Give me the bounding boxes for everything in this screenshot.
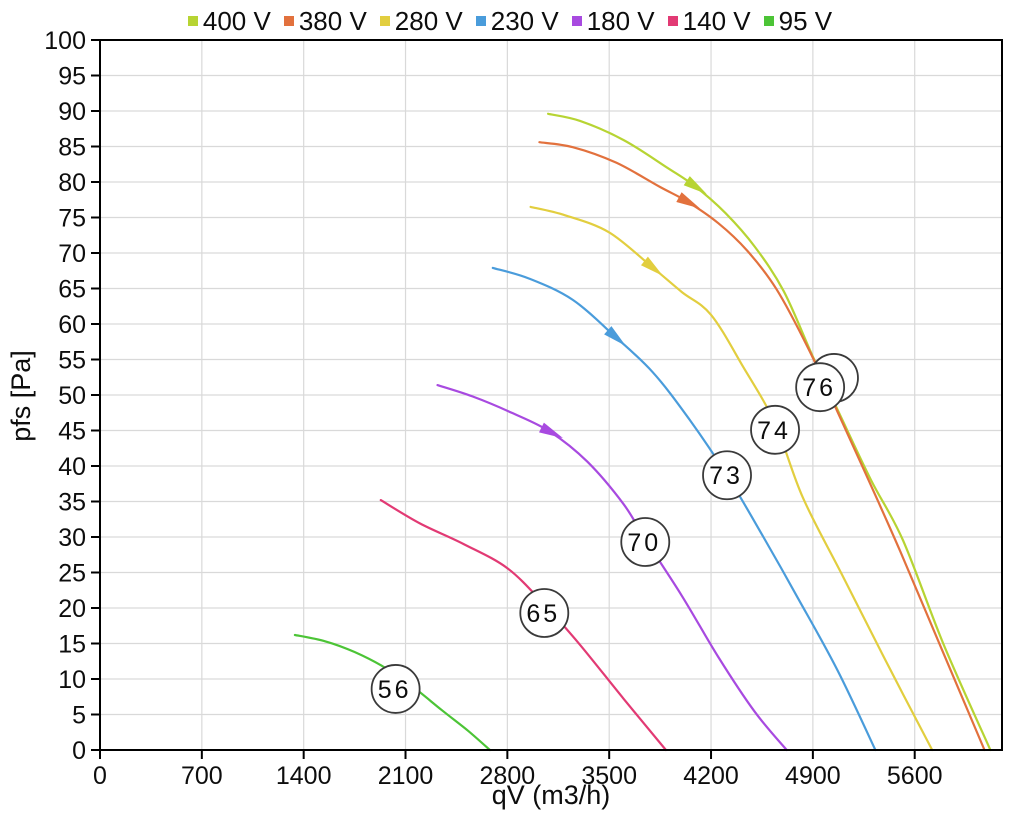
y-tick-label: 5 — [72, 702, 86, 730]
x-axis-label: qV (m3/h) — [491, 780, 611, 810]
legend-label: 140 V — [682, 6, 751, 36]
point-label-circle — [519, 588, 570, 638]
y-tick-label: 50 — [58, 382, 86, 410]
axis-ticks: 0 700 1400 2100 2800 3500 4200 4900 5600 0 5 10 15 20… — [44, 27, 942, 790]
x-tick-label: 4900 — [785, 762, 841, 790]
y-tick-label: 80 — [58, 169, 86, 197]
legend-label: 380 V — [298, 6, 367, 36]
legend-label: 280 V — [394, 6, 463, 36]
y-tick-label: 70 — [58, 240, 86, 268]
point-label-circle — [750, 404, 800, 455]
y-tick-label: 85 — [58, 134, 86, 162]
chart-legend: 400 V 380 V 280 V 230 V 180 V 140 V 95 V — [0, 4, 1020, 38]
legend-item-230v[interactable]: 230 V — [475, 6, 559, 36]
y-tick-label: 25 — [58, 560, 86, 588]
point-label-65: 65 — [519, 588, 570, 638]
curve-arrow-marker — [641, 256, 664, 276]
legend-swatch — [187, 16, 198, 26]
point-label-circle — [795, 362, 846, 413]
point-label-74: 74 — [750, 404, 800, 455]
legend-item-180v[interactable]: 180 V — [571, 6, 655, 36]
legend-swatch — [571, 16, 582, 26]
point-label-73: 73 — [702, 450, 752, 501]
point-label-circle — [702, 450, 752, 501]
y-tick-label: 55 — [58, 347, 86, 375]
y-tick-label: 100 — [44, 27, 86, 55]
point-label-circle — [370, 664, 421, 714]
y-tick-label: 0 — [72, 737, 86, 765]
point-label-56: 56 — [370, 664, 421, 714]
point-label-70: 70 — [620, 517, 671, 567]
legend-label: 230 V — [490, 6, 559, 36]
y-tick-label: 90 — [58, 98, 86, 126]
legend-label: 180 V — [586, 6, 655, 36]
point-label-text: 74 — [757, 417, 791, 445]
point-labels: 76 74 73 70 65 56 — [370, 353, 859, 714]
legend-label: 95 V — [778, 6, 833, 36]
legend-swatch — [667, 16, 678, 26]
y-tick-label: 60 — [58, 311, 86, 339]
legend-swatch — [763, 16, 774, 26]
curve-arrow-marker — [676, 192, 701, 209]
curve-arrow-marker — [539, 422, 563, 439]
curve-arrow-marker — [604, 326, 626, 346]
x-tick-label: 5600 — [887, 762, 943, 790]
legend-swatch — [475, 16, 486, 26]
x-tick-label: 3500 — [581, 762, 637, 790]
gridlines — [100, 40, 1002, 750]
curve-180v — [436, 384, 788, 752]
legend-swatch — [283, 16, 294, 26]
point-label-text: 76 — [802, 374, 836, 402]
legend-item-380v[interactable]: 380 V — [283, 6, 367, 36]
point-label-text: 65 — [526, 600, 560, 628]
y-tick-label: 40 — [58, 453, 86, 481]
y-tick-label: 15 — [58, 631, 86, 659]
curve-230v — [491, 266, 877, 752]
curve-400v — [547, 112, 992, 752]
curve-arrow-marker — [683, 176, 707, 194]
x-tick-label: 2100 — [378, 762, 434, 790]
y-tick-label: 95 — [58, 63, 86, 91]
point-label-76: 76 — [795, 362, 846, 413]
x-tick-label: 700 — [181, 762, 223, 790]
curves — [293, 112, 992, 752]
y-tick-label: 10 — [58, 666, 86, 694]
plot-frame — [99, 39, 1003, 751]
y-tick-label: 20 — [58, 595, 86, 623]
legend-item-280v[interactable]: 280 V — [379, 6, 463, 36]
point-label-text: 73 — [709, 462, 743, 490]
legend-label: 400 V — [202, 6, 271, 36]
legend-item-140v[interactable]: 140 V — [667, 6, 751, 36]
x-tick-label: 0 — [93, 762, 107, 790]
point-label-text: 56 — [378, 676, 412, 704]
x-tick-label: 4200 — [683, 762, 739, 790]
y-tick-label: 30 — [58, 524, 86, 552]
y-tick-label: 45 — [58, 418, 86, 446]
y-tick-label: 75 — [58, 205, 86, 233]
y-tick-label: 65 — [58, 276, 86, 304]
x-tick-label: 1400 — [276, 762, 332, 790]
y-tick-label: 35 — [58, 489, 86, 517]
curve-280v — [529, 205, 934, 752]
point-label-text: 70 — [627, 529, 661, 557]
legend-swatch — [379, 16, 390, 26]
curve-140v — [379, 499, 667, 752]
legend-item-400v[interactable]: 400 V — [187, 6, 271, 36]
x-tick-label: 2800 — [480, 762, 536, 790]
legend-item-95v[interactable]: 95 V — [763, 6, 833, 36]
curve-380v — [538, 141, 986, 752]
point-label-circle — [620, 517, 671, 567]
y-axis-label: pfs [Pa] — [6, 350, 36, 442]
